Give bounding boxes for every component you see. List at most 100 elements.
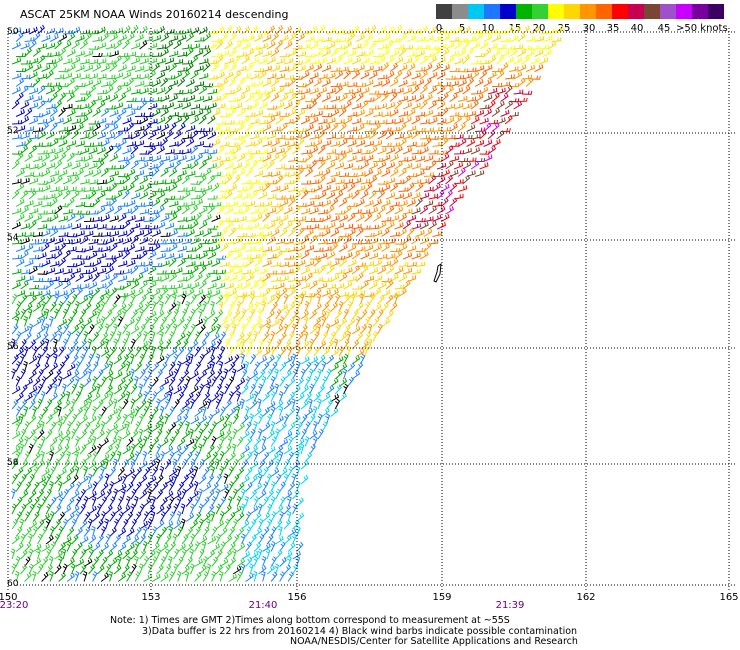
wind-barb — [16, 53, 27, 58]
wind-barb — [156, 548, 162, 560]
wind-barb — [257, 503, 263, 515]
wind-barb — [253, 347, 263, 357]
wind-barb — [109, 542, 118, 552]
wind-barb — [117, 230, 128, 237]
wind-barb — [175, 300, 181, 312]
wind-barb — [54, 474, 62, 485]
wind-barb — [317, 174, 326, 185]
wind-barb — [62, 250, 71, 260]
wind-barb — [62, 280, 72, 290]
wind-barb — [304, 407, 314, 417]
wind-barb — [313, 170, 323, 177]
wind-barb — [20, 28, 30, 35]
wind-barb — [194, 65, 204, 72]
wind-barb — [156, 414, 164, 425]
wind-barb — [419, 178, 430, 185]
wind-barb — [432, 231, 442, 237]
wind-barb — [258, 296, 268, 305]
wind-barb — [232, 458, 239, 470]
wind-barb — [135, 112, 146, 117]
wind-barb — [318, 225, 329, 230]
wind-barb — [194, 230, 204, 237]
wind-barb — [92, 345, 97, 357]
wind-barb — [100, 167, 109, 177]
wind-barb — [275, 164, 286, 170]
wind-barb — [284, 118, 294, 125]
wind-barb — [160, 137, 168, 147]
wind-barb — [232, 309, 241, 320]
wind-barb — [190, 473, 196, 485]
wind-barb — [88, 415, 97, 425]
wind-barb — [491, 92, 500, 102]
wind-barb — [347, 212, 356, 222]
wind-barb — [113, 252, 124, 260]
wind-barb — [326, 368, 332, 380]
wind-barb — [300, 459, 309, 470]
wind-barb — [88, 310, 97, 320]
wind-barb — [330, 242, 339, 252]
wind-barb — [198, 488, 203, 500]
wind-barb — [241, 42, 251, 50]
wind-barb — [279, 557, 287, 567]
wind-barb — [71, 118, 81, 125]
wind-barb — [58, 139, 68, 147]
wind-barb — [411, 149, 422, 155]
wind-barb — [11, 221, 21, 230]
wind-barb — [49, 480, 54, 492]
wind-barb — [88, 281, 98, 290]
wind-barb — [32, 77, 41, 87]
wind-barb — [232, 534, 240, 545]
wind-barb — [372, 140, 383, 147]
wind-barb — [168, 571, 175, 582]
wind-barb — [122, 159, 131, 170]
wind-barb — [275, 86, 285, 95]
wind-barb — [419, 84, 428, 95]
wind-barb — [313, 125, 323, 132]
wind-barb — [363, 345, 369, 357]
wind-barb — [219, 483, 229, 492]
wind-barb — [156, 270, 167, 275]
wind-barb — [207, 174, 216, 185]
wind-barb — [151, 167, 160, 177]
wind-barb — [65, 435, 71, 447]
wind-barb — [270, 92, 280, 102]
wind-barb — [266, 565, 275, 575]
wind-barb — [66, 527, 75, 537]
wind-barb — [449, 182, 458, 192]
wind-barb — [139, 99, 148, 110]
wind-barb — [228, 346, 235, 357]
wind-barb — [147, 251, 157, 260]
wind-barb — [394, 250, 403, 260]
wind-barb — [185, 451, 193, 462]
wind-barb — [326, 399, 334, 410]
wind-barb — [126, 289, 136, 297]
wind-barb — [241, 131, 251, 140]
wind-barb — [198, 370, 208, 380]
wind-barb — [224, 105, 235, 110]
wind-barb — [487, 87, 498, 95]
wind-barb — [83, 526, 91, 537]
wind-barb — [139, 209, 149, 215]
wind-barb — [24, 291, 34, 297]
wind-barb — [355, 213, 365, 222]
wind-barb — [173, 308, 179, 320]
wind-barb — [54, 268, 64, 275]
wind-barb — [172, 458, 178, 470]
wind-barb — [66, 287, 76, 297]
wind-barb — [83, 361, 92, 372]
wind-barb — [49, 362, 59, 372]
wind-barb — [326, 149, 337, 155]
wind-barb — [177, 407, 186, 417]
wind-barb — [142, 435, 148, 447]
wind-barb — [262, 543, 271, 552]
wind-barb — [381, 318, 390, 327]
wind-barb — [37, 100, 46, 110]
wind-barb — [117, 362, 126, 372]
wind-barb — [500, 37, 511, 42]
wind-barb — [83, 274, 93, 282]
wind-barb — [151, 79, 161, 87]
wind-barb — [474, 32, 483, 42]
wind-barb — [398, 137, 407, 147]
wind-barb — [159, 345, 164, 357]
wind-barb — [279, 541, 286, 552]
